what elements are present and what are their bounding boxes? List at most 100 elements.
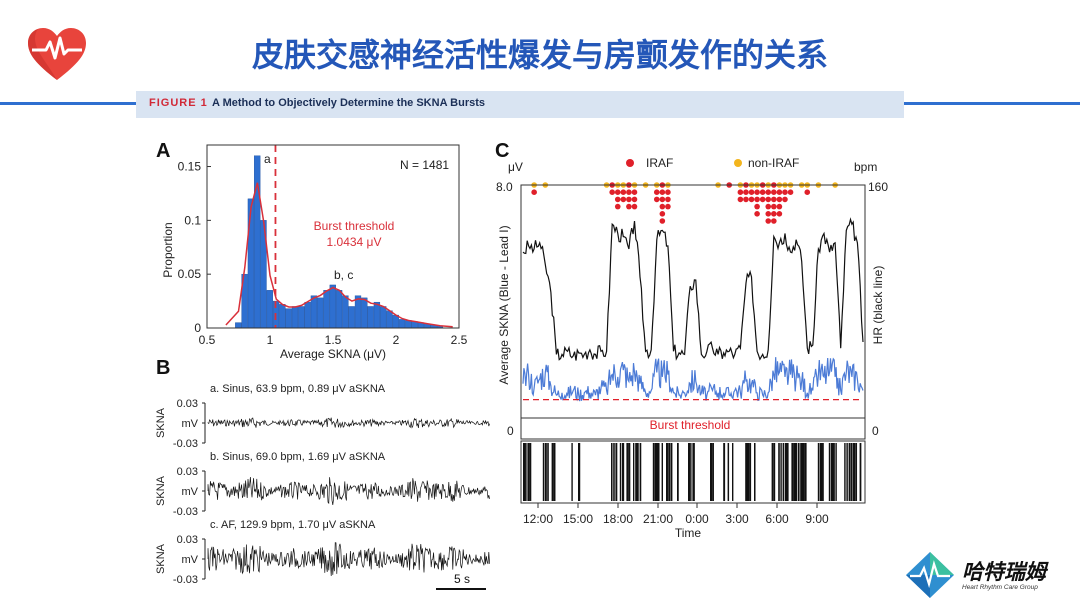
iraf-dot	[804, 189, 811, 195]
burst-bar	[542, 443, 545, 501]
burst-bar	[611, 443, 613, 501]
x-tick-label: 1.5	[325, 333, 342, 347]
panel-a-n-label: N = 1481	[400, 158, 449, 172]
x-tick-label: 12:00	[523, 512, 553, 526]
panel-c-barcode-frame	[520, 440, 866, 504]
burst-bar	[657, 443, 660, 501]
histogram-bar	[298, 306, 305, 329]
trace-axis-name: SKNA	[155, 543, 167, 574]
iraf-dot	[754, 189, 760, 195]
iraf-dot	[626, 203, 632, 210]
hrcg-logo-icon	[906, 552, 954, 598]
trace-tick-label: -0.03	[173, 506, 198, 518]
panel-a-histogram: A Proportion 0 0.05 0.1 0.15 0.5 1 1.5 2 2.5 N …	[156, 140, 468, 361]
burst-bar	[793, 443, 796, 501]
x-tick-label: 2	[393, 333, 400, 347]
burst-bar	[732, 443, 734, 501]
burst-bar	[652, 443, 655, 501]
iraf-dot	[609, 189, 615, 195]
burst-bar	[745, 443, 748, 501]
iraf-dot	[620, 189, 627, 195]
burst-bar	[677, 443, 679, 501]
company-logo: 哈特瑞姆 Heart Rhythm Care Group	[904, 548, 1064, 604]
legend-iraf-label: IRAF	[646, 156, 673, 170]
iraf-dot	[743, 196, 749, 203]
panel-c-left-unit: μV	[508, 160, 523, 174]
iraf-dot	[631, 196, 638, 203]
histogram-bar	[317, 297, 324, 329]
trace-tick-label: 0.03	[177, 534, 198, 546]
histogram-bar	[342, 295, 349, 329]
burst-bar	[848, 443, 851, 501]
panel-c-skna-line	[522, 357, 864, 402]
burst-bar	[655, 443, 658, 501]
x-tick-label: 9:00	[805, 512, 829, 526]
panel-b-letter: B	[156, 357, 170, 379]
iraf-dot	[776, 203, 783, 210]
burst-bar	[828, 443, 831, 501]
panel-c-xlabel: Time	[675, 526, 702, 540]
panel-c-af-dots	[531, 182, 838, 224]
histogram-bar	[247, 198, 255, 329]
trace-tick-label: 0.03	[177, 398, 198, 410]
logo-subtitle: Heart Rhythm Care Group	[962, 584, 1038, 591]
burst-bar	[820, 443, 823, 501]
burst-bar	[784, 443, 788, 501]
trace-label: c. AF, 129.9 bpm, 1.70 μV aSKNA	[210, 519, 376, 531]
histogram-bar	[279, 304, 286, 329]
x-tick-label: 0.5	[199, 333, 216, 347]
burst-bar	[626, 443, 629, 501]
panel-b-traces: B a. Sinus, 63.9 bpm, 0.89 μV aSKNA 0.03 m…	[155, 357, 490, 590]
histogram-bar	[335, 290, 343, 329]
iraf-dot	[659, 211, 666, 217]
trace-label: a. Sinus, 63.9 bpm, 0.89 μV aSKNA	[210, 383, 386, 395]
trace-tick-label: 0.03	[177, 466, 198, 478]
panel-a-peak-bc: b, c	[334, 268, 353, 282]
slide-title: 皮肤交感神经活性爆发与房颤发作的关系	[251, 36, 828, 74]
iraf-dot	[653, 189, 660, 195]
burst-bar	[639, 443, 642, 501]
iraf-dot	[771, 218, 777, 224]
histogram-bar	[304, 301, 311, 329]
iraf-dot	[765, 211, 772, 217]
panel-a-fit-curve	[225, 182, 453, 328]
histogram-bar	[291, 306, 299, 329]
histogram-bar	[254, 155, 261, 329]
burst-bar	[802, 443, 805, 501]
x-tick-label: 1	[267, 333, 274, 347]
burst-bar	[661, 443, 664, 501]
iraf-dot	[765, 203, 772, 210]
histogram-bar	[361, 297, 368, 329]
iraf-dot	[765, 189, 772, 195]
iraf-dot	[653, 196, 660, 203]
iraf-dot	[614, 203, 621, 210]
panel-a-threshold-label-1: Burst threshold	[314, 219, 395, 233]
iraf-dot	[659, 218, 666, 224]
iraf-dot	[782, 196, 788, 203]
burst-bar	[712, 443, 714, 501]
burst-bar	[553, 443, 556, 501]
burst-bar	[635, 443, 638, 501]
histogram-bar	[392, 314, 399, 329]
trace-tick-label: mV	[182, 486, 199, 498]
burst-bar	[859, 443, 862, 501]
burst-bar	[633, 443, 635, 501]
iraf-dot	[631, 189, 638, 195]
burst-bar	[527, 443, 530, 501]
panel-c-threshold-label: Burst threshold	[650, 418, 731, 432]
burst-bar	[578, 443, 581, 501]
burst-bar	[787, 443, 789, 501]
burst-bar	[690, 443, 692, 501]
histogram-bar	[235, 322, 242, 329]
burst-bar	[795, 443, 798, 501]
iraf-dot	[782, 189, 788, 195]
burst-bar	[551, 443, 554, 501]
burst-bar	[804, 443, 807, 501]
iraf-dot	[776, 189, 783, 195]
burst-bar	[668, 443, 671, 501]
legend-non-iraf-label: non-IRAF	[748, 156, 799, 170]
burst-bar	[670, 443, 673, 501]
histogram-bar	[310, 295, 318, 329]
iraf-dot	[531, 189, 537, 195]
burst-bar	[791, 443, 794, 501]
